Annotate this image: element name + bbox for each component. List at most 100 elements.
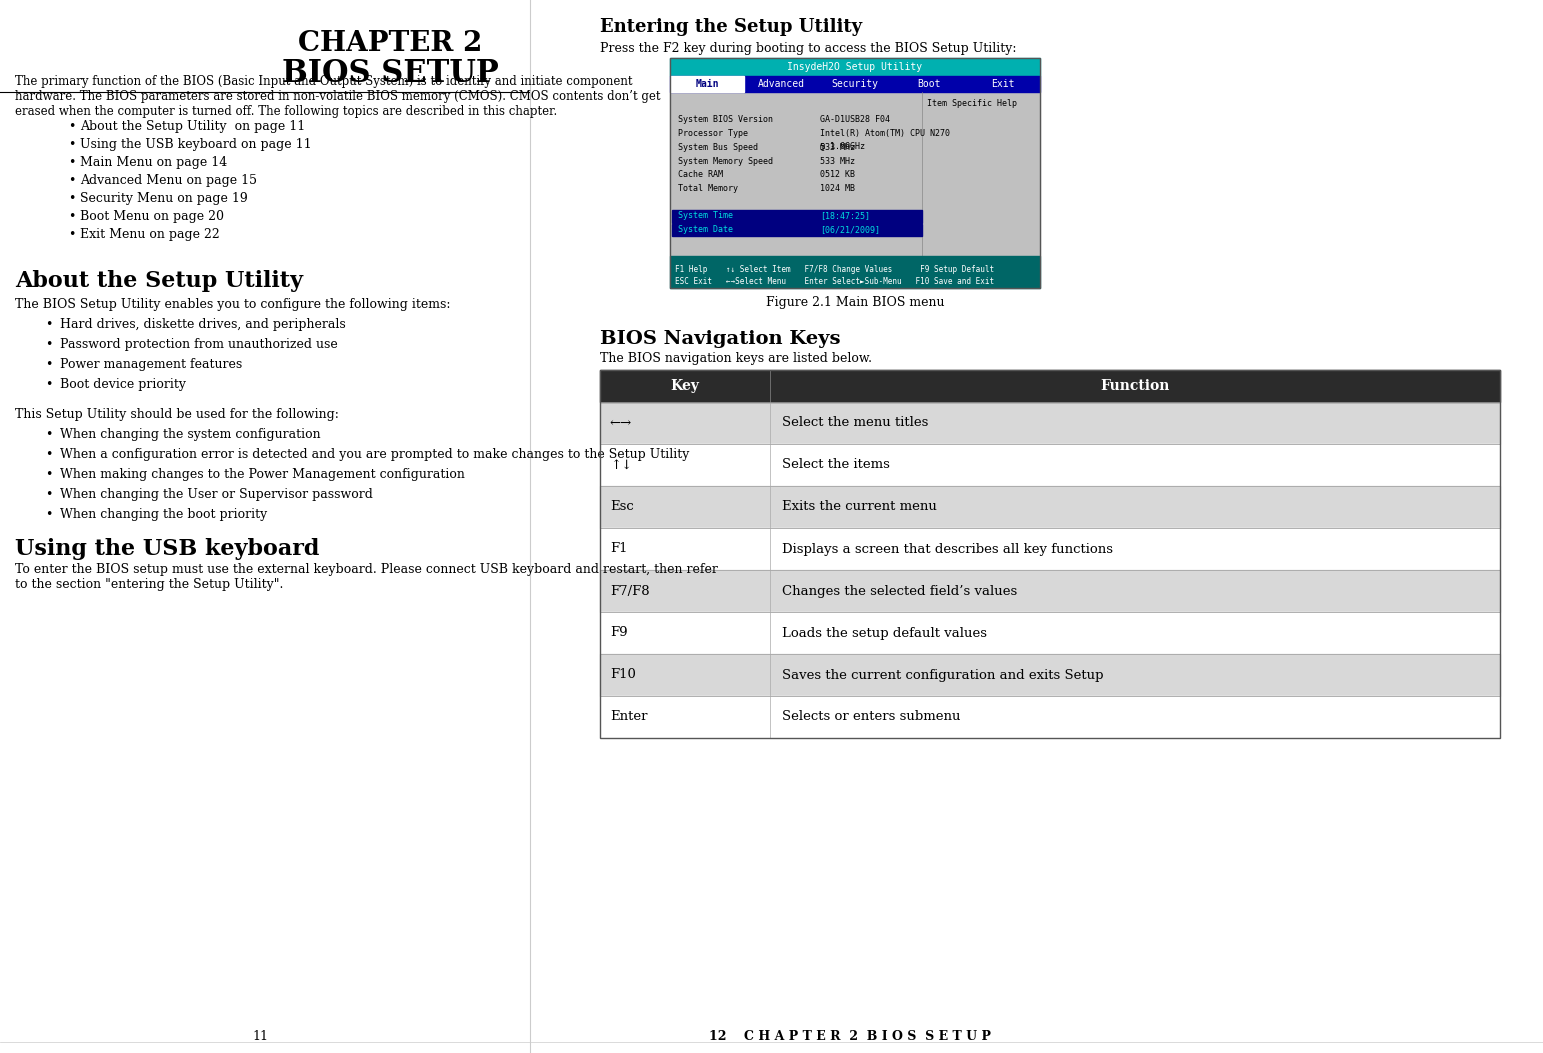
Text: Boot Menu on page 20: Boot Menu on page 20 [80,210,224,223]
Text: This Setup Utility should be used for the following:: This Setup Utility should be used for th… [15,408,339,421]
Text: 533 MHz: 533 MHz [819,157,855,165]
Text: System Date: System Date [677,225,733,234]
Text: Function: Function [1100,379,1170,393]
Text: To enter the BIOS setup must use the external keyboard. Please connect USB keybo: To enter the BIOS setup must use the ext… [15,563,717,591]
Text: BIOS SETUP: BIOS SETUP [282,58,498,90]
Text: Exit: Exit [991,79,1015,90]
Bar [600,654,1500,696]
Text: Advanced: Advanced [758,79,804,90]
Bar [600,528,1500,570]
Text: Exits the current menu: Exits the current menu [782,500,937,514]
Text: Figure 2.1 Main BIOS menu: Figure 2.1 Main BIOS menu [765,296,944,309]
Bar [600,696,1500,738]
Text: •: • [45,358,52,371]
Bar [670,58,1040,289]
Bar [670,76,744,92]
Text: System Bus Speed: System Bus Speed [677,143,758,152]
Text: When changing the boot priority: When changing the boot priority [60,508,267,521]
Text: Esc: Esc [609,500,634,514]
Bar [600,444,1500,486]
Text: •: • [68,210,76,223]
Text: •: • [45,468,52,481]
Text: Cache RAM: Cache RAM [677,171,724,179]
Text: InsydeH2O Setup Utility: InsydeH2O Setup Utility [787,62,923,72]
Text: F1: F1 [609,542,628,556]
Text: Processor Type: Processor Type [677,130,748,138]
Bar [600,570,1500,612]
Text: •: • [68,156,76,168]
Text: Total Memory: Total Memory [677,184,738,193]
Bar [600,570,1500,612]
Bar [670,58,1040,76]
Bar [600,402,1500,444]
Text: •: • [45,318,52,331]
Text: Select the menu titles: Select the menu titles [782,417,929,430]
Text: •: • [45,508,52,521]
Text: •: • [45,488,52,501]
Bar [670,92,1040,256]
Text: Saves the current configuration and exits Setup: Saves the current configuration and exit… [782,669,1103,681]
Text: System Time: System Time [677,212,733,220]
Text: F9: F9 [609,627,628,639]
Text: •: • [68,174,76,187]
Text: System BIOS Version: System BIOS Version [677,116,773,124]
Text: CHAPTER 2: CHAPTER 2 [298,29,481,57]
Text: Entering the Setup Utility: Entering the Setup Utility [600,18,863,36]
Text: Select the items: Select the items [782,458,890,472]
Bar [600,612,1500,654]
Text: •: • [68,138,76,151]
Text: •: • [68,192,76,205]
Text: Changes the selected field’s values: Changes the selected field’s values [782,584,1017,597]
Bar [600,612,1500,654]
Text: Intel(R) Atom(TM) CPU N270: Intel(R) Atom(TM) CPU N270 [819,130,950,138]
Text: Displays a screen that describes all key functions: Displays a screen that describes all key… [782,542,1113,556]
Text: F7/F8: F7/F8 [609,584,650,597]
Text: •: • [68,229,76,241]
Bar [673,223,921,237]
Text: ESC Exit   ←→Select Menu    Enter Select►Sub-Menu   F10 Save and Exit: ESC Exit ←→Select Menu Enter Select►Sub-… [674,278,994,286]
Text: Security: Security [832,79,878,90]
Text: •: • [45,448,52,461]
Text: Key: Key [671,379,699,393]
Text: ←→: ←→ [609,417,633,430]
Bar [670,76,1040,92]
Text: Loads the setup default values: Loads the setup default values [782,627,988,639]
Text: Hard drives, diskette drives, and peripherals: Hard drives, diskette drives, and periph… [60,318,346,331]
Text: Security Menu on page 19: Security Menu on page 19 [80,192,248,205]
Text: 1024 MB: 1024 MB [819,184,855,193]
Text: F10: F10 [609,669,636,681]
Text: Main: Main [696,79,719,90]
Text: Boot device priority: Boot device priority [60,378,187,391]
Text: The BIOS Setup Utility enables you to configure the following items:: The BIOS Setup Utility enables you to co… [15,298,451,311]
Bar [670,256,1040,289]
Text: Boot: Boot [917,79,941,90]
Bar [600,654,1500,696]
Bar [600,696,1500,738]
Text: Exit Menu on page 22: Exit Menu on page 22 [80,229,219,241]
Bar [673,210,921,222]
Text: 12    C H A P T E R  2  B I O S  S E T U P: 12 C H A P T E R 2 B I O S S E T U P [708,1030,991,1044]
Text: System Memory Speed: System Memory Speed [677,157,773,165]
Text: When a configuration error is detected and you are prompted to make changes to t: When a configuration error is detected a… [60,448,690,461]
Bar [600,370,1500,402]
Text: About the Setup Utility: About the Setup Utility [15,270,302,292]
Text: When making changes to the Power Management configuration: When making changes to the Power Managem… [60,468,464,481]
Text: ↑↓: ↑↓ [609,458,633,472]
Text: 0512 KB: 0512 KB [819,171,855,179]
Text: The BIOS navigation keys are listed below.: The BIOS navigation keys are listed belo… [600,352,872,365]
Bar [600,486,1500,528]
Text: When changing the system configuration: When changing the system configuration [60,428,321,441]
Text: The primary function of the BIOS (Basic Input and Output System) is to identify : The primary function of the BIOS (Basic … [15,75,660,118]
Text: •: • [68,120,76,133]
Text: Using the USB keyboard: Using the USB keyboard [15,538,319,560]
Text: @ 1.66GHz: @ 1.66GHz [819,141,866,151]
Text: Item Specific Help: Item Specific Help [927,99,1017,108]
Text: [06/21/2009]: [06/21/2009] [819,225,880,234]
Bar [600,486,1500,528]
Text: 533 MHz: 533 MHz [819,143,855,152]
Text: •: • [45,378,52,391]
Text: GA-D1USB28 F04: GA-D1USB28 F04 [819,116,890,124]
Text: Press the F2 key during booting to access the BIOS Setup Utility:: Press the F2 key during booting to acces… [600,42,1017,55]
Text: 11: 11 [252,1030,268,1044]
Bar [600,528,1500,570]
